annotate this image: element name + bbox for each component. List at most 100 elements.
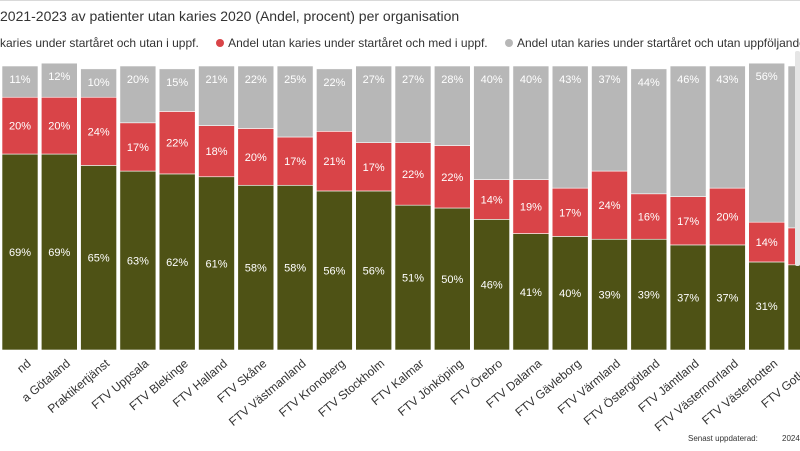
legend-dot-red [216, 39, 225, 47]
x-tick-label: nd [14, 356, 33, 375]
data-label: 21% [205, 74, 227, 86]
bar-segment[interactable] [198, 125, 235, 178]
bar-segment[interactable] [551, 65, 589, 189]
legend-item-red[interactable]: Andel utan karies under startåret och me… [216, 36, 488, 50]
bar-segment[interactable] [158, 173, 196, 351]
data-label: 37% [598, 74, 620, 86]
legend-item-grey[interactable]: Andel utan karies under startåret och ut… [504, 36, 800, 50]
bar-segment[interactable] [40, 62, 78, 98]
legend-label-grey: Andel utan karies under startåret och ut… [516, 36, 800, 50]
bar-segment[interactable] [80, 68, 117, 98]
data-label: 61% [205, 258, 227, 270]
bar-segment[interactable] [473, 179, 510, 220]
data-label: 58% [284, 263, 306, 275]
updated-label: Senast uppdaterad: [688, 434, 758, 443]
data-label: 17% [284, 156, 306, 168]
data-label: 56% [323, 265, 345, 277]
bar-segment[interactable] [394, 204, 432, 351]
bar-segment[interactable] [669, 244, 707, 351]
data-label: 28% [441, 74, 463, 86]
bar-segment[interactable] [591, 65, 628, 172]
bar-segment[interactable] [40, 96, 78, 155]
bar-segment[interactable] [237, 128, 275, 186]
bar-segment[interactable] [198, 65, 235, 126]
data-label: 17% [127, 142, 149, 154]
data-label: 43% [559, 74, 581, 86]
bar-segment[interactable] [1, 65, 39, 98]
data-label: 20% [245, 152, 267, 164]
data-label: 27% [363, 74, 385, 86]
legend-dot-grey [504, 39, 513, 47]
data-label: 69% [48, 247, 70, 259]
bar-segment[interactable] [80, 165, 117, 351]
bar-segment[interactable] [433, 207, 471, 351]
bar-segment[interactable] [316, 68, 353, 132]
bar-segment[interactable] [669, 65, 707, 197]
data-label: 46% [677, 74, 699, 86]
bar-segment[interactable] [591, 170, 628, 240]
data-label: 39% [598, 290, 620, 302]
legend-label-red: Andel utan karies under startåret och me… [228, 36, 488, 50]
legend-label-green: karies under startåret och utan i uppf. [0, 36, 199, 50]
bar-segment[interactable] [709, 65, 746, 189]
data-label: 17% [363, 162, 385, 174]
bar-segment[interactable] [433, 145, 471, 209]
bar-segment[interactable] [630, 68, 668, 195]
bar-segment[interactable] [40, 153, 78, 351]
bar-segment[interactable] [355, 65, 393, 143]
data-label: 15% [166, 77, 188, 89]
data-label: 43% [716, 74, 738, 86]
bar-segment[interactable] [512, 65, 550, 180]
data-label: 14% [756, 237, 778, 249]
legend: karies under startåret och utan i uppf. … [0, 36, 800, 50]
bar-segment[interactable] [316, 190, 353, 351]
data-label: 17% [559, 207, 581, 219]
bar-segment[interactable] [237, 65, 275, 129]
bar-segment[interactable] [394, 142, 432, 206]
data-label: 11% [9, 74, 30, 86]
bar-segment[interactable] [355, 142, 393, 192]
bar-segment[interactable] [473, 65, 510, 180]
vertical-scrollbar[interactable] [795, 51, 800, 266]
data-label: 22% [245, 74, 267, 86]
bar-segment[interactable] [158, 68, 196, 112]
data-label: 65% [88, 253, 110, 265]
bar-segment[interactable] [748, 62, 786, 223]
data-label: 41% [520, 287, 542, 299]
bar-segment[interactable] [198, 176, 235, 351]
data-label: 39% [638, 290, 660, 302]
bar-segment[interactable] [591, 238, 628, 351]
bar-segment[interactable] [158, 111, 196, 175]
bar-segment[interactable] [551, 187, 589, 237]
bar-segment[interactable] [669, 196, 707, 246]
bar-segment[interactable] [512, 179, 550, 234]
legend-item-green[interactable]: karies under startåret och utan i uppf. [0, 36, 199, 50]
data-label: 24% [88, 126, 110, 138]
data-label: 31% [756, 301, 778, 313]
bar-segment[interactable] [394, 65, 432, 143]
bar-segment[interactable] [119, 122, 157, 172]
data-label: 40% [481, 74, 503, 86]
bar-segment[interactable] [276, 184, 314, 351]
bar-segment[interactable] [80, 96, 117, 166]
bar-segment[interactable] [276, 136, 314, 186]
bar-segment[interactable] [512, 233, 550, 351]
bar-segment[interactable] [119, 65, 157, 124]
data-label: 25% [284, 74, 306, 86]
data-label: 50% [441, 274, 463, 286]
bar-segment[interactable] [630, 193, 668, 240]
bar-segment[interactable] [316, 131, 353, 192]
bar-segment[interactable] [433, 65, 471, 146]
bar-segment[interactable] [748, 261, 786, 351]
bar-segment[interactable] [709, 244, 746, 351]
bar-segment[interactable] [237, 184, 275, 351]
bar-segment[interactable] [787, 264, 800, 351]
data-label: 27% [402, 74, 424, 86]
bar-segment[interactable] [1, 96, 39, 155]
data-label: 56% [756, 71, 778, 83]
data-label: 21% [323, 156, 345, 168]
bar-segment[interactable] [551, 236, 589, 351]
bar-segment[interactable] [276, 65, 314, 138]
data-label: 37% [716, 292, 738, 304]
data-label: 14% [481, 194, 503, 206]
